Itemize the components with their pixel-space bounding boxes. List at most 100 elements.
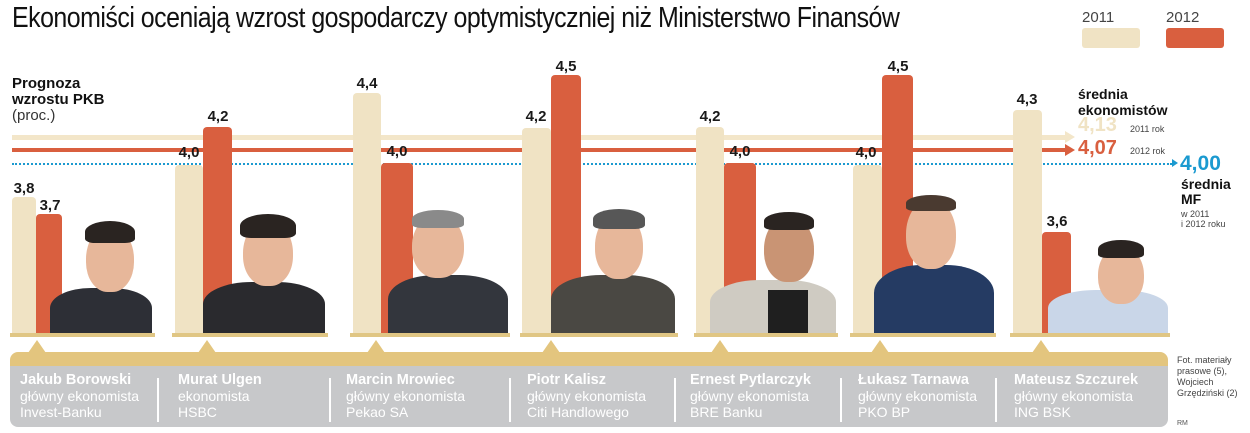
shelf: [1010, 333, 1170, 337]
avg-heading-line1: średnia: [1078, 86, 1128, 102]
shelf: [350, 333, 510, 337]
pointer-icon: [28, 340, 46, 353]
pointer-icon: [711, 340, 729, 353]
mf-note-line2: i 2012 roku: [1181, 219, 1226, 229]
photo-borowski: [50, 218, 152, 335]
pointer-icon: [542, 340, 560, 353]
photo-kalisz: [551, 207, 675, 335]
mf-average-heading: średnia MF: [1181, 177, 1231, 207]
shelf: [10, 333, 155, 337]
divider: [674, 378, 676, 422]
divider: [509, 378, 511, 422]
economist-name: Piotr Kalisz: [527, 372, 606, 388]
mf-average-value: 4,00: [1180, 152, 1221, 175]
photo-tarnawa: [874, 195, 994, 335]
value-2012-szczurek: 3,6: [1046, 213, 1068, 230]
value-2011-tarnawa: 4,0: [855, 144, 877, 161]
pointer-icon: [1032, 340, 1050, 353]
economist-name: Murat Ulgen: [178, 372, 262, 388]
caption-tarnawa: Łukasz Tarnawa główny ekonomista PKO BP: [858, 372, 977, 420]
caption-pytlarczyk: Ernest Pytlarczyk główny ekonomista BRE …: [690, 372, 811, 420]
economist-name: Jakub Borowski: [20, 372, 132, 388]
value-2011-mrowiec: 4,4: [356, 75, 378, 92]
caption-band: [10, 352, 1168, 368]
author-initials: RM: [1177, 420, 1188, 427]
photo-mrowiec: [388, 210, 508, 335]
photo-szczurek: [1048, 238, 1168, 335]
legend-label-2011: 2011: [1082, 9, 1115, 26]
value-2012-pytlarczyk: 4,0: [729, 143, 751, 160]
economist-org: Invest-Banku: [20, 404, 102, 420]
avg-2011-value: 4,13: [1078, 114, 1117, 136]
economist-role: główny ekonomista: [346, 388, 466, 404]
y-axis-label: Prognoza wzrostu PKB (proc.): [12, 76, 105, 124]
bar-2011-borowski: [12, 197, 36, 335]
photo-pytlarczyk: [710, 210, 836, 335]
pointer-icon: [367, 340, 385, 353]
y-label-line2: wzrostu PKB: [12, 91, 105, 108]
economist-role: główny ekonomista: [1014, 388, 1134, 404]
caption-szczurek: Mateusz Szczurek główny ekonomista ING B…: [1014, 372, 1138, 420]
economists-average-heading: średnia ekonomistów: [1078, 86, 1167, 118]
avg-2012-value: 4,07: [1078, 137, 1117, 159]
y-label-line1: Prognoza: [12, 75, 81, 92]
credit-line2: prasowe (5),: [1177, 366, 1228, 376]
photo-credit: Fot. materiały prasowe (5), Wojciech Grz…: [1177, 355, 1238, 399]
shelf: [694, 333, 838, 337]
legend-label-2012: 2012: [1166, 9, 1200, 26]
legend-swatch-2011: [1082, 28, 1140, 48]
caption-kalisz: Piotr Kalisz główny ekonomista Citi Hand…: [527, 372, 646, 420]
economist-org: Pekao SA: [346, 404, 409, 420]
caption-ulgen: Murat Ulgen ekonomista HSBC: [178, 372, 262, 420]
value-2012-tarnawa: 4,5: [887, 58, 909, 75]
divider: [157, 378, 159, 422]
value-2011-borowski: 3,8: [13, 180, 35, 197]
economist-role: główny ekonomista: [858, 388, 978, 404]
economist-name: Ernest Pytlarczyk: [690, 372, 811, 388]
avg-2012-arrow-icon: [1065, 144, 1075, 156]
avg-2011-arrow-icon: [1065, 131, 1075, 143]
shelf: [520, 333, 678, 337]
economist-role: główny ekonomista: [690, 388, 810, 404]
economist-role: główny ekonomista: [527, 388, 647, 404]
value-2011-ulgen: 4,0: [178, 144, 200, 161]
mf-note-line1: w 2011: [1181, 209, 1210, 219]
y-label-unit: (proc.): [12, 107, 56, 124]
legend-swatch-2012: [1166, 28, 1224, 48]
value-2012-mrowiec: 4,0: [386, 143, 408, 160]
economist-org: BRE Banku: [690, 404, 763, 420]
value-2012-borowski: 3,7: [39, 197, 61, 214]
bar-2011-ulgen: [175, 165, 203, 335]
economist-name: Mateusz Szczurek: [1014, 372, 1139, 388]
bar-2011-szczurek: [1013, 110, 1042, 335]
value-2012-kalisz: 4,5: [555, 58, 577, 75]
mf-average-line: [12, 163, 1172, 165]
mf-heading-line1: średnia: [1181, 176, 1231, 192]
value-2011-pytlarczyk: 4,2: [699, 108, 721, 125]
bar-2011-kalisz: [522, 128, 551, 335]
economist-role: główny ekonomista: [20, 388, 140, 404]
economist-org: HSBC: [178, 404, 217, 420]
shelf: [850, 333, 996, 337]
divider: [840, 378, 842, 422]
economist-org: PKO BP: [858, 404, 911, 420]
bar-2011-mrowiec: [353, 93, 381, 335]
economist-name: Marcin Mrowiec: [346, 372, 455, 388]
avg-heading-line2: ekonomistów: [1078, 102, 1168, 118]
mf-average-note: w 2011 i 2012 roku: [1181, 209, 1226, 229]
divider: [329, 378, 331, 422]
mf-arrow-icon: [1172, 159, 1178, 167]
avg-2012-label: 2012 rok: [1130, 146, 1166, 156]
value-2011-szczurek: 4,3: [1016, 91, 1038, 108]
pointer-icon: [871, 340, 889, 353]
value-2012-ulgen: 4,2: [207, 108, 229, 125]
credit-line4: Grzędziński (2): [1177, 388, 1238, 398]
mf-heading-line2: MF: [1181, 191, 1202, 207]
caption-box: [10, 366, 1168, 427]
economist-org: ING BSK: [1014, 404, 1071, 420]
photo-ulgen: [203, 212, 325, 335]
credit-line1: Fot. materiały: [1177, 355, 1232, 365]
value-2011-kalisz: 4,2: [525, 108, 547, 125]
caption-borowski: Jakub Borowski główny ekonomista Invest-…: [20, 372, 139, 420]
pointer-icon: [198, 340, 216, 353]
